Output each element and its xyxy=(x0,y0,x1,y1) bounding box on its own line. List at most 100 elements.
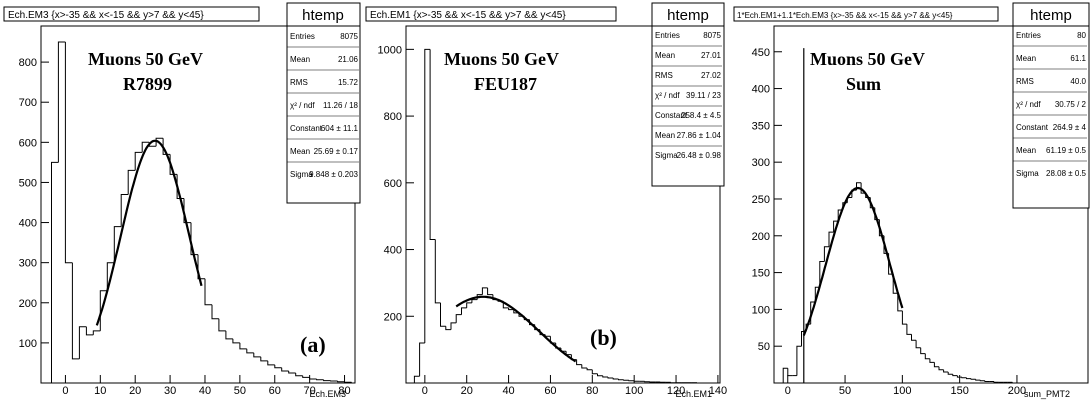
histogram-bin-40 xyxy=(961,377,967,379)
histogram-bin-35 xyxy=(591,369,598,375)
histogram-bin-42 xyxy=(337,381,345,383)
stats-title: htemp xyxy=(1030,7,1072,24)
histogram-bin-36 xyxy=(597,373,603,377)
histogram-chart-a: Ech.EM3 {x>-35 && x<-15 && y>7 && y<45} … xyxy=(3,2,361,399)
stats-label: RMS xyxy=(290,78,308,87)
histogram-bin-14 xyxy=(481,287,488,295)
histogram-bin-29 xyxy=(246,348,254,354)
stats-label: Mean xyxy=(655,131,675,140)
histogram-bin-39 xyxy=(612,378,619,380)
histogram-bin-36 xyxy=(295,373,303,377)
stats-value: 264.9 ± 4 xyxy=(1053,123,1087,132)
x-tick-label: 0 xyxy=(422,385,428,397)
x-tick-label: 80 xyxy=(338,385,350,397)
x-axis-title: Ech.EM1 xyxy=(675,389,712,399)
histogram-bin-1 xyxy=(51,161,59,383)
histogram-panel-c: 1*Ech.EM1+1.1*Ech.EM3 {x>-35 && x<-15 &&… xyxy=(730,0,1091,400)
histogram-bin-24 xyxy=(211,304,219,320)
histogram-bin-27 xyxy=(232,338,240,344)
stats-box-frame xyxy=(651,2,725,187)
histogram-bin-12 xyxy=(833,220,839,233)
gaussian-fit-curve xyxy=(95,139,203,326)
y-tick-label: 100 xyxy=(19,338,37,350)
histogram-bin-40 xyxy=(618,379,624,381)
x-tick-label: 70 xyxy=(304,385,316,397)
histogram-bin-31 xyxy=(260,356,268,362)
x-tick-label: 40 xyxy=(199,385,211,397)
x-axis-ticks: 0 20 40 60 80 100 120 140 xyxy=(422,375,727,397)
annotation-line-2: FEU187 xyxy=(474,74,537,94)
histogram-bin-28 xyxy=(239,342,247,350)
histogram-bin-3 xyxy=(64,42,73,264)
gaussian-fit-curve xyxy=(455,295,577,363)
stats-title: htemp xyxy=(302,7,344,24)
histogram-bin-20 xyxy=(183,198,191,224)
histogram-bin-37 xyxy=(302,375,310,378)
y-axis-ticks: 50 100 150 200 250 300 350 400 450 xyxy=(752,47,782,353)
histogram-bin-35 xyxy=(288,371,296,374)
histogram-bin-10 xyxy=(461,307,467,315)
x-axis-title: Ech.EM3 xyxy=(309,389,346,399)
x-axis-ticks: 0 10 20 30 40 50 60 70 80 xyxy=(62,375,351,397)
cut-title: Ech.EM3 {x>-35 && x<-15 && y>7 && y<45} xyxy=(8,10,204,21)
y-tick-label: 600 xyxy=(384,178,402,190)
stats-label: Entries xyxy=(655,31,680,40)
histogram-bin-7 xyxy=(445,326,451,331)
plot-area: 0 10 20 30 40 50 60 70 80 100 200 300 400 500 600 700 8… xyxy=(19,25,356,397)
stats-label: Mean xyxy=(1016,146,1036,155)
y-tick-label: 350 xyxy=(752,120,770,132)
histogram-bin-11 xyxy=(828,231,834,247)
x-tick-label: 60 xyxy=(544,385,556,397)
y-tick-label: 300 xyxy=(752,157,770,169)
histogram-bin-30 xyxy=(253,352,261,358)
histogram-chart-c: 1*Ech.EM1+1.1*Ech.EM3 {x>-35 && x<-15 &&… xyxy=(733,2,1090,399)
annotation-line-1: Muons 50 GeV xyxy=(810,49,925,69)
x-tick-label: 140 xyxy=(709,385,727,397)
histogram-bin-12 xyxy=(471,299,478,303)
histogram-panel-b: Ech.EM1 {x>-35 && x<-15 && y>7 && y<45} … xyxy=(362,0,730,400)
histogram-bin-16 xyxy=(155,137,164,147)
y-tick-label: 500 xyxy=(19,177,37,189)
histogram-bin-25 xyxy=(892,274,898,294)
histogram-bin-6 xyxy=(440,302,446,327)
histogram-bin-30 xyxy=(915,340,921,349)
histogram-bin-36 xyxy=(943,369,949,373)
histogram-bin-32 xyxy=(576,359,582,366)
cut-title-box xyxy=(733,6,999,22)
y-tick-label: 1000 xyxy=(378,44,402,56)
histogram-bin-21 xyxy=(190,222,198,256)
stats-value: 80 xyxy=(1077,31,1086,40)
stats-box: htemp Entries 8075 Mean 27.01 RMS 27.02 χ² / n… xyxy=(651,2,725,187)
panel-label: (b) xyxy=(590,325,617,350)
histogram-bin-39 xyxy=(956,375,962,378)
histogram-bin-28 xyxy=(906,324,912,335)
x-tick-label: 100 xyxy=(893,385,911,397)
y-tick-label: 200 xyxy=(19,298,37,310)
y-tick-label: 300 xyxy=(19,258,37,270)
histogram-bin-11 xyxy=(120,194,129,227)
y-tick-label: 150 xyxy=(752,268,770,280)
histogram-panel-a: Ech.EM3 {x>-35 && x<-15 && y>7 && y<45} … xyxy=(0,0,362,400)
stats-title: htemp xyxy=(667,7,709,24)
plot-frame xyxy=(40,25,356,384)
stats-value: 11.26 / 18 xyxy=(323,101,359,110)
y-tick-label: 800 xyxy=(384,111,402,123)
y-tick-label: 400 xyxy=(384,245,402,257)
y-tick-label: 600 xyxy=(19,137,37,149)
histogram-bin-33 xyxy=(929,358,935,363)
x-tick-label: 0 xyxy=(62,385,68,397)
x-tick-label: 120 xyxy=(667,385,685,397)
histogram-bin-15 xyxy=(487,287,493,296)
x-tick-label: 10 xyxy=(94,385,106,397)
histogram-bin-35 xyxy=(938,366,944,371)
histogram-bin-4 xyxy=(429,49,436,240)
histogram-bin-29 xyxy=(911,334,917,341)
y-tick-label: 400 xyxy=(752,84,770,96)
x-tick-label: 20 xyxy=(129,385,141,397)
stats-label: Constant xyxy=(655,111,688,120)
histogram-bin-39 xyxy=(316,379,324,381)
histogram-bin-12 xyxy=(127,169,136,195)
histogram-bin-8 xyxy=(450,322,457,330)
stats-value: 39.11 / 23 xyxy=(686,91,722,100)
histogram-bin-19 xyxy=(508,307,514,311)
